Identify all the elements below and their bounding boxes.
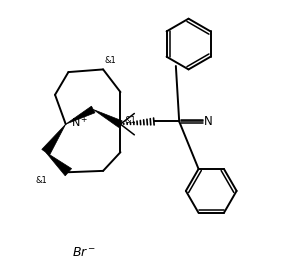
Polygon shape bbox=[46, 152, 72, 176]
Text: &1: &1 bbox=[36, 176, 48, 185]
Text: Br$^-$: Br$^-$ bbox=[72, 246, 96, 259]
Text: N$^+$: N$^+$ bbox=[70, 115, 88, 131]
Text: &1: &1 bbox=[104, 56, 116, 65]
Text: N: N bbox=[204, 115, 213, 128]
Polygon shape bbox=[42, 124, 66, 155]
Polygon shape bbox=[66, 106, 95, 124]
Polygon shape bbox=[93, 109, 122, 127]
Text: &1: &1 bbox=[124, 116, 136, 125]
